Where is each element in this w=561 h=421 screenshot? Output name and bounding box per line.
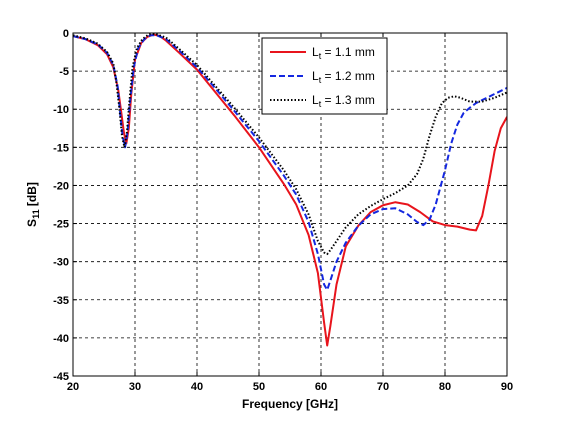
y-tick-label: -25 (53, 219, 69, 231)
legend-label-2: Lt = 1.2 mm (312, 69, 375, 85)
y-tick-label: -10 (53, 104, 69, 116)
x-tick-label: 80 (439, 381, 451, 393)
legend-label-1: Lt = 1.1 mm (312, 45, 375, 61)
y-axis-label: S11 [dB] (25, 182, 41, 227)
y-tick-label: 0 (63, 28, 69, 40)
y-axis-label-main: S (25, 219, 39, 227)
y-axis-label-subscript: 11 (31, 209, 41, 219)
series-layer (73, 33, 507, 347)
legend-label-rest: = 1.2 mm (321, 69, 375, 83)
legend-label-3: Lt = 1.3 mm (312, 93, 375, 109)
x-tick-label: 60 (315, 381, 327, 393)
legend-label-rest: = 1.1 mm (321, 45, 375, 59)
x-tick-label: 70 (377, 381, 389, 393)
y-tick-label: -20 (53, 180, 69, 192)
ticks: 20 30 40 50 60 70 80 90 0 -5 -10 -15 -20 -25 -30 -35 -40… (53, 28, 513, 393)
legend-label-rest: = 1.3 mm (321, 93, 375, 107)
x-tick-label: 30 (129, 381, 141, 393)
legend-label-main: L (312, 69, 319, 83)
legend-label-subscript: t (319, 75, 322, 85)
y-tick-label: -35 (53, 295, 69, 307)
legend-label-subscript: t (319, 51, 322, 61)
y-tick-label: -15 (53, 142, 69, 154)
y-axis-label-unit: [dB] (25, 182, 39, 209)
x-axis-label: Frequency [GHz] (242, 397, 338, 411)
plot-frame (72, 32, 508, 377)
x-tick-label: 50 (253, 381, 265, 393)
legend-label-main: L (312, 45, 319, 59)
y-tick-label: -40 (53, 333, 69, 345)
x-tick-label: 20 (67, 381, 79, 393)
legend-label-main: L (312, 93, 319, 107)
y-tick-label: -30 (53, 257, 69, 269)
grid (73, 33, 507, 376)
series-line-3 (73, 33, 507, 256)
y-tick-label: -5 (59, 66, 69, 78)
x-tick-label: 90 (501, 381, 513, 393)
x-tick-label: 40 (191, 381, 203, 393)
y-tick-label: -45 (53, 371, 69, 383)
legend-label-subscript: t (319, 99, 322, 109)
